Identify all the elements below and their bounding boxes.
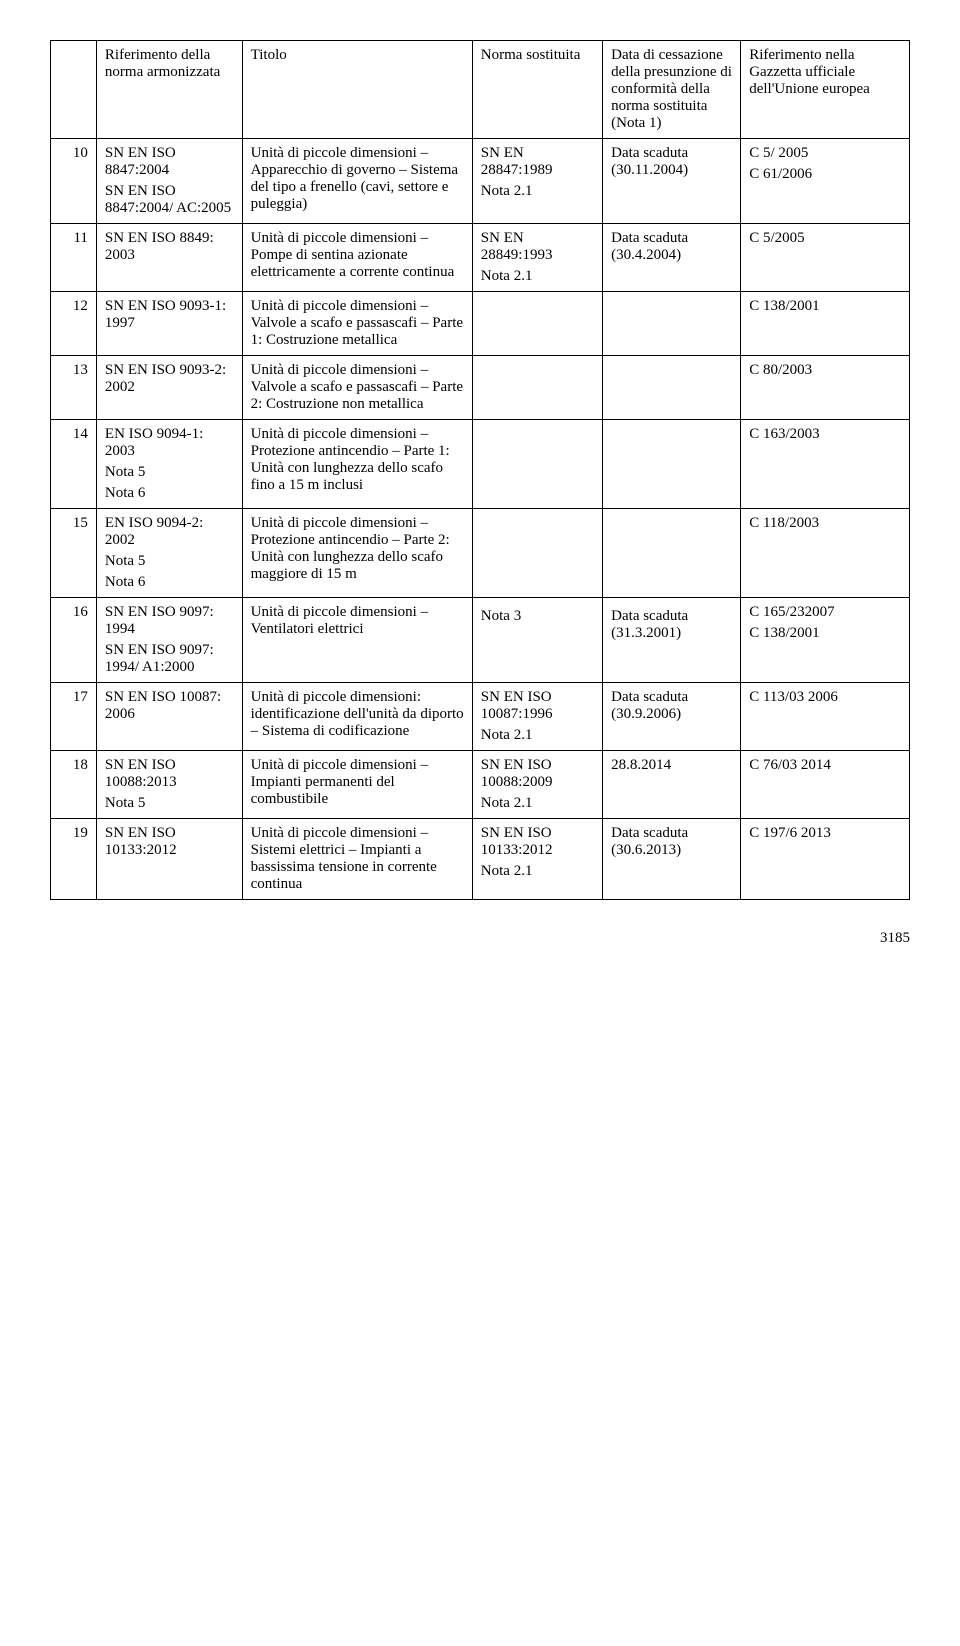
header-blank	[51, 41, 97, 139]
row-date	[603, 292, 741, 356]
row-date: Data scaduta (31.3.2001)	[603, 598, 741, 683]
row-ref: EN ISO 9094-2: 2002Nota 5Nota 6	[96, 509, 242, 598]
table-row: 17SN EN ISO 10087: 2006Unità di piccole …	[51, 683, 910, 751]
row-date	[603, 420, 741, 509]
page-number: 3185	[50, 930, 910, 947]
header-gz: Riferimento nella Gazzetta ufficiale del…	[741, 41, 910, 139]
row-gz: C 163/2003	[741, 420, 910, 509]
row-title: Unità di piccole dimensioni – Apparecchi…	[242, 139, 472, 224]
table-row: 13SN EN ISO 9093-2: 2002Unità di piccole…	[51, 356, 910, 420]
row-ref: SN EN ISO 9093-1: 1997	[96, 292, 242, 356]
row-number: 14	[51, 420, 97, 509]
row-number: 13	[51, 356, 97, 420]
row-gz: C 113/03 2006	[741, 683, 910, 751]
row-gz: C 138/2001	[741, 292, 910, 356]
row-gz: C 5/2005	[741, 224, 910, 292]
header-norm: Norma sostituita	[472, 41, 602, 139]
table-row: 12SN EN ISO 9093-1: 1997Unità di piccole…	[51, 292, 910, 356]
table-row: 10SN EN ISO 8847:2004SN EN ISO 8847:2004…	[51, 139, 910, 224]
table-row: 19SN EN ISO 10133:2012Unità di piccole d…	[51, 819, 910, 900]
standards-table: Riferimento della norma armonizzataTitol…	[50, 40, 910, 900]
row-norm	[472, 292, 602, 356]
row-number: 15	[51, 509, 97, 598]
row-ref: SN EN ISO 8847:2004SN EN ISO 8847:2004/ …	[96, 139, 242, 224]
table-row: 15EN ISO 9094-2: 2002Nota 5Nota 6Unità d…	[51, 509, 910, 598]
row-ref: SN EN ISO 9097: 1994SN EN ISO 9097: 1994…	[96, 598, 242, 683]
row-ref: SN EN ISO 9093-2: 2002	[96, 356, 242, 420]
row-number: 12	[51, 292, 97, 356]
header-ref: Riferimento della norma armonizzata	[96, 41, 242, 139]
row-date: Data scaduta (30.6.2013)	[603, 819, 741, 900]
row-number: 10	[51, 139, 97, 224]
row-date	[603, 356, 741, 420]
row-title: Unità di piccole dimensioni – Valvole a …	[242, 292, 472, 356]
row-gz: C 118/2003	[741, 509, 910, 598]
row-ref: EN ISO 9094-1: 2003Nota 5Nota 6	[96, 420, 242, 509]
row-gz: C 80/2003	[741, 356, 910, 420]
row-number: 18	[51, 751, 97, 819]
row-date: 28.8.2014	[603, 751, 741, 819]
row-ref: SN EN ISO 10088:2013Nota 5	[96, 751, 242, 819]
row-date	[603, 509, 741, 598]
header-title: Titolo	[242, 41, 472, 139]
row-date: Data scaduta (30.11.2004)	[603, 139, 741, 224]
row-gz: C 5/ 2005C 61/2006	[741, 139, 910, 224]
row-title: Unità di piccole dimensioni – Sistemi el…	[242, 819, 472, 900]
row-title: Unità di piccole dimensioni – Ventilator…	[242, 598, 472, 683]
row-gz: C 76/03 2014	[741, 751, 910, 819]
row-norm: SN EN ISO 10133:2012Nota 2.1	[472, 819, 602, 900]
row-title: Unità di piccole dimensioni – Impianti p…	[242, 751, 472, 819]
row-date: Data scaduta (30.9.2006)	[603, 683, 741, 751]
row-ref: SN EN ISO 10087: 2006	[96, 683, 242, 751]
row-norm	[472, 356, 602, 420]
row-norm: Nota 3	[472, 598, 602, 683]
row-number: 19	[51, 819, 97, 900]
row-number: 11	[51, 224, 97, 292]
row-date: Data scaduta (30.4.2004)	[603, 224, 741, 292]
table-row: 11SN EN ISO 8849: 2003Unità di piccole d…	[51, 224, 910, 292]
row-number: 17	[51, 683, 97, 751]
row-gz: C 165/232007C 138/2001	[741, 598, 910, 683]
row-title: Unità di piccole dimensioni – Protezione…	[242, 509, 472, 598]
row-norm: SN EN ISO 10088:2009Nota 2.1	[472, 751, 602, 819]
row-title: Unità di piccole dimensioni – Valvole a …	[242, 356, 472, 420]
row-norm	[472, 509, 602, 598]
table-row: 18SN EN ISO 10088:2013Nota 5Unità di pic…	[51, 751, 910, 819]
row-title: Unità di piccole dimensioni: identificaz…	[242, 683, 472, 751]
row-norm: SN EN ISO 10087:1996Nota 2.1	[472, 683, 602, 751]
row-title: Unità di piccole dimensioni – Pompe di s…	[242, 224, 472, 292]
row-norm: SN EN 28849:1993Nota 2.1	[472, 224, 602, 292]
table-row: 16SN EN ISO 9097: 1994SN EN ISO 9097: 19…	[51, 598, 910, 683]
row-number: 16	[51, 598, 97, 683]
header-date: Data di cessazione della presunzione di …	[603, 41, 741, 139]
row-gz: C 197/6 2013	[741, 819, 910, 900]
row-ref: SN EN ISO 10133:2012	[96, 819, 242, 900]
row-norm: SN EN 28847:1989Nota 2.1	[472, 139, 602, 224]
row-ref: SN EN ISO 8849: 2003	[96, 224, 242, 292]
row-title: Unità di piccole dimensioni – Protezione…	[242, 420, 472, 509]
table-row: 14EN ISO 9094-1: 2003Nota 5Nota 6Unità d…	[51, 420, 910, 509]
row-norm	[472, 420, 602, 509]
